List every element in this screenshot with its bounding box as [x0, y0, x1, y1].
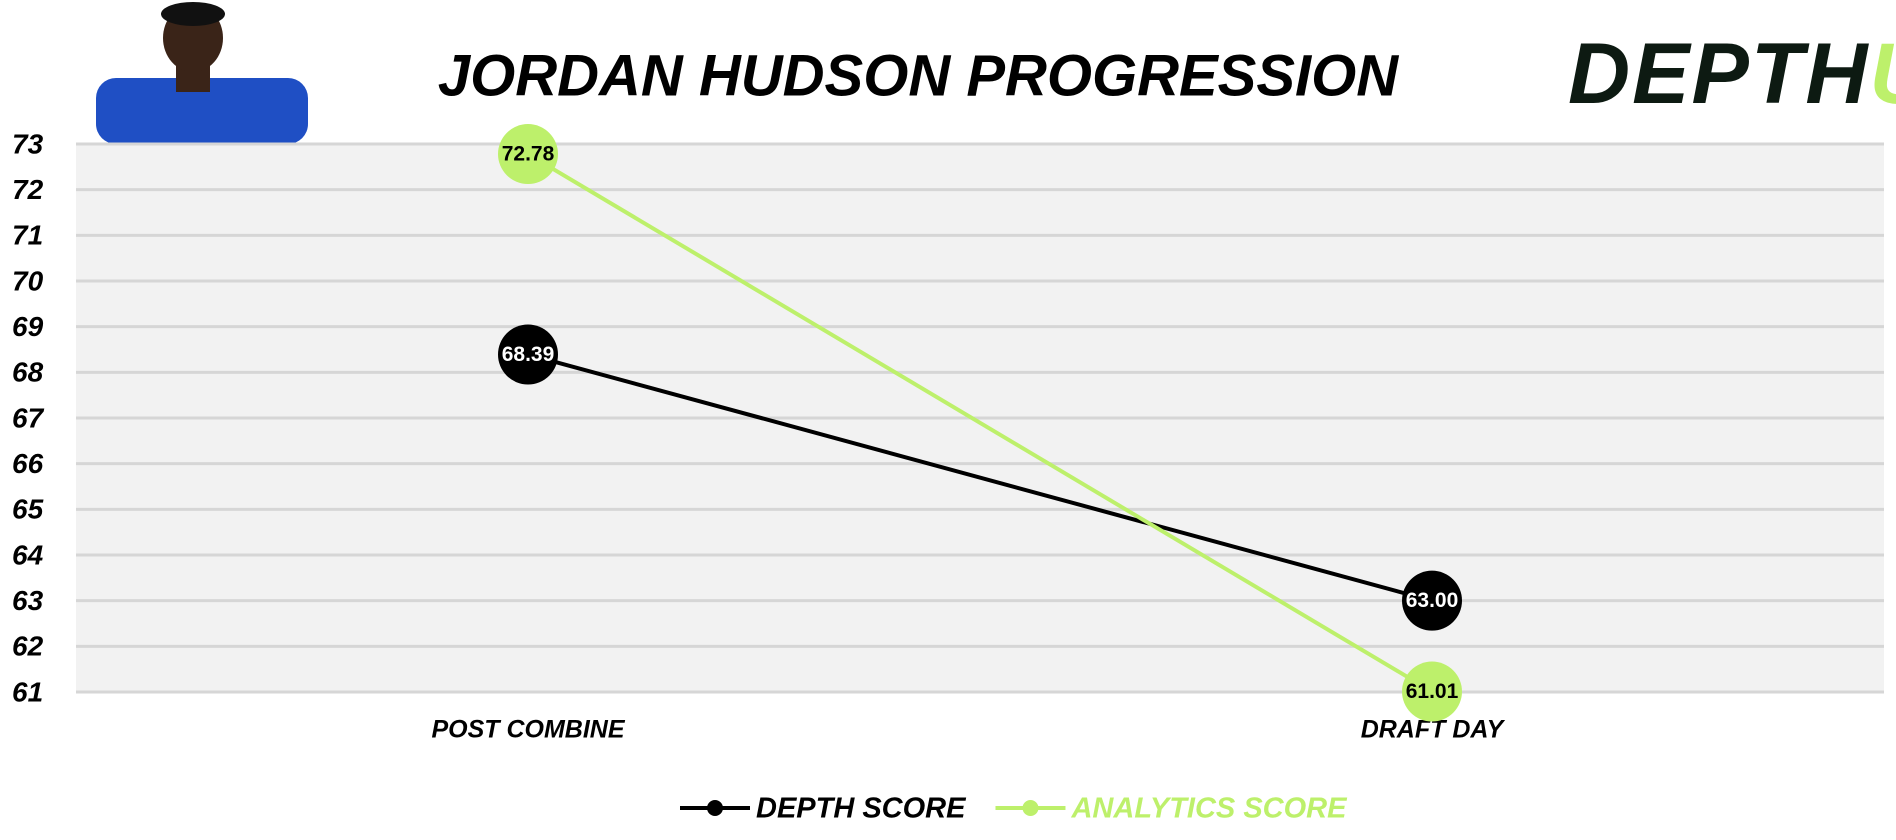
- logo: DEPTHU: [1568, 26, 1896, 122]
- legend-label: ANALYTICS SCORE: [1070, 793, 1348, 825]
- chart-title: JORDAN HUDSON PROGRESSION: [438, 43, 1399, 108]
- x-tick-label: POST COMBINE: [431, 716, 625, 744]
- y-tick-label: 72: [12, 174, 44, 205]
- value-label: 72.78: [502, 143, 555, 166]
- marker: [1402, 570, 1462, 631]
- series-line: [527, 352, 1433, 603]
- y-tick-label: 70: [12, 265, 44, 296]
- y-tick-label: 66: [12, 448, 44, 479]
- y-tick-label: 69: [12, 311, 44, 342]
- y-tick-label: 67: [12, 402, 45, 433]
- value-label: 61.01: [1406, 680, 1459, 703]
- y-tick-label: 63: [12, 585, 44, 616]
- value-label: 63.00: [1406, 589, 1459, 612]
- series-line: [526, 152, 1434, 694]
- y-tick-label: 73: [12, 128, 44, 159]
- y-tick-label: 62: [12, 631, 44, 662]
- y-tick-label: 61: [12, 676, 43, 707]
- value-label: 68.39: [502, 343, 555, 366]
- y-tick-label: 65: [12, 494, 44, 525]
- legend-marker: [707, 800, 723, 816]
- marker: [498, 324, 558, 385]
- logo-accent: U: [1869, 26, 1896, 122]
- y-tick-label: 64: [12, 539, 44, 570]
- marker: [1402, 661, 1462, 722]
- marker: [498, 124, 558, 185]
- y-tick-label: 68: [12, 357, 44, 388]
- legend: DEPTH SCORE ANALYTICS SCORE: [680, 793, 1348, 825]
- player-photo: [96, 2, 308, 144]
- legend-marker: [1022, 800, 1039, 816]
- legend-label: DEPTH SCORE: [756, 793, 967, 825]
- y-tick-label: 71: [12, 220, 43, 251]
- logo-text: DEPTH: [1568, 26, 1869, 122]
